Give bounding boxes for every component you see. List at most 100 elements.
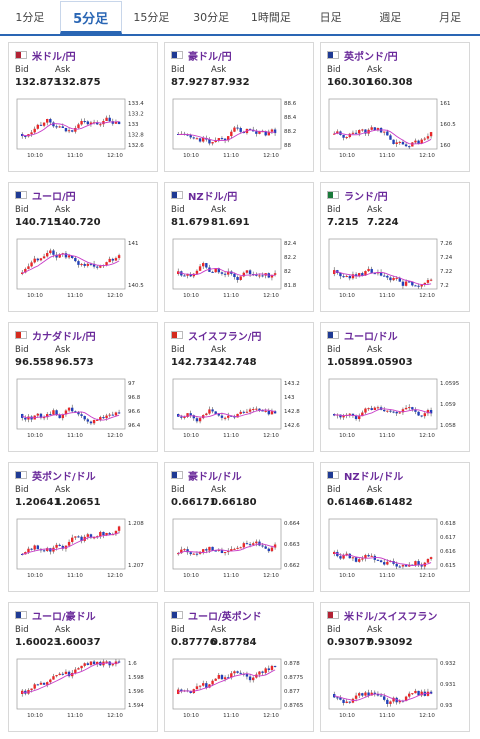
pair-link[interactable]: 豪ドル/円 <box>188 51 232 63</box>
moving-average-line <box>178 129 276 142</box>
candle <box>383 696 386 700</box>
bid-value: 96.558 <box>15 357 54 368</box>
rate-card[interactable]: 豪ドル/ドル Bid Ask 0.66171 0.66180 0.664 0.66… <box>164 462 314 592</box>
candle <box>74 257 77 262</box>
rate-card[interactable]: NZドル/ドル Bid Ask 0.61468 0.61482 0.618 0.6… <box>320 462 470 592</box>
candle <box>423 282 427 285</box>
tab-6[interactable]: 週足 <box>379 11 402 24</box>
mini-chart[interactable]: 133.4 133.2 133 132.8 132.6 10:10 11:10 12:10 <box>15 95 155 161</box>
x-tick-label: 10:10 <box>339 153 355 159</box>
pair-link[interactable]: ランド/円 <box>344 191 388 203</box>
tab-5[interactable]: 日足 <box>319 11 342 24</box>
rate-card[interactable]: ユーロ/豪ドル Bid Ask 1.60023 1.60037 1.6 1.598… <box>8 602 158 732</box>
mini-chart[interactable]: 97 96.8 96.6 96.4 10:10 11:10 12:10 <box>15 375 155 441</box>
candle <box>354 274 358 277</box>
rate-card[interactable]: ユーロ/円 Bid Ask 140.715 140.720 141 140.5 10… <box>8 182 158 312</box>
candle <box>183 416 186 418</box>
mini-chart[interactable]: 1.208 1.207 10:10 11:10 12:10 <box>15 515 155 581</box>
candle <box>373 407 377 411</box>
candle <box>258 671 261 675</box>
tab-7[interactable]: 月足 <box>439 11 462 24</box>
candle <box>348 413 352 415</box>
mini-chart[interactable]: 88.6 88.4 88.2 88 10:10 11:10 12:10 <box>171 95 311 161</box>
y-tick-label: 88.4 <box>284 115 297 121</box>
rate-card[interactable]: ランド/円 Bid Ask 7.215 7.224 7.26 7.24 7.22 7.… <box>320 182 470 312</box>
candle <box>108 117 111 122</box>
rate-card[interactable]: 英ポンド/円 Bid Ask 160.301 160.308 161 160.5 1… <box>320 42 470 172</box>
mini-chart[interactable]: 141 140.5 10:10 11:10 12:10 <box>15 235 155 301</box>
rate-card[interactable]: 英ポンド/ドル Bid Ask 1.20641 1.20651 1.208 1.2… <box>8 462 158 592</box>
mini-chart[interactable]: 1.6 1.598 1.596 1.594 10:10 11:10 12:10 <box>15 655 155 721</box>
mini-chart[interactable]: 0.932 0.931 0.93 10:10 11:10 12:10 <box>327 655 467 721</box>
candle <box>220 415 224 418</box>
rate-card[interactable]: NZドル/円 Bid Ask 81.679 81.691 82.4 82.2 82 8… <box>164 182 314 312</box>
tab-0[interactable]: 1分足 <box>15 11 45 24</box>
candle <box>364 271 367 276</box>
candle <box>52 122 55 127</box>
candle <box>96 266 99 268</box>
candle <box>376 407 380 409</box>
rate-card[interactable]: ユーロ/英ポンド Bid Ask 0.87776 0.87784 0.878 0.… <box>164 602 314 732</box>
candle <box>261 131 264 133</box>
candle <box>401 281 405 286</box>
ask-value: 1.20651 <box>55 497 101 508</box>
tab-4[interactable]: 1時間足 <box>250 11 291 24</box>
candle <box>233 273 236 278</box>
pair-link[interactable]: ユーロ/英ポンド <box>188 611 262 623</box>
candle <box>58 126 61 128</box>
y-tick-label: 7.22 <box>440 269 452 275</box>
rate-card[interactable]: スイスフラン/円 Bid Ask 142.732 142.748 143.2 14… <box>164 322 314 452</box>
candle <box>358 559 361 562</box>
pair-link[interactable]: ユーロ/円 <box>32 191 76 203</box>
pair-link[interactable]: 米ドル/円 <box>32 51 76 63</box>
tab-2[interactable]: 15分足 <box>133 11 170 24</box>
ask-value: 0.61482 <box>367 497 413 508</box>
mini-chart[interactable]: 1.0595 1.059 1.058 10:10 11:10 12:10 <box>327 375 467 441</box>
y-tick-label: 7.2 <box>440 283 449 289</box>
y-tick-label: 1.6 <box>128 661 137 667</box>
mini-chart[interactable]: 82.4 82.2 82 81.8 10:10 11:10 12:10 <box>171 235 311 301</box>
candle <box>117 661 121 663</box>
chart-frame <box>16 658 126 710</box>
candle <box>233 127 236 132</box>
candle <box>77 261 80 265</box>
rate-card[interactable]: カナダドル/円 Bid Ask 96.558 96.573 97 96.8 96.6… <box>8 322 158 452</box>
candle <box>267 668 271 670</box>
pair-link[interactable]: 英ポンド/円 <box>344 51 398 63</box>
candle <box>71 130 74 132</box>
candle <box>202 683 205 686</box>
candle <box>105 532 108 536</box>
tab-1[interactable]: 5分足 <box>59 1 122 34</box>
mini-chart[interactable]: 7.26 7.24 7.22 7.2 10:10 11:10 12:10 <box>327 235 467 301</box>
pair-link[interactable]: 英ポンド/ドル <box>32 471 96 483</box>
rate-card[interactable]: 米ドル/スイスフラン Bid Ask 0.93077 0.93092 0.932… <box>320 602 470 732</box>
candle <box>183 275 186 277</box>
pair-link[interactable]: ユーロ/豪ドル <box>32 611 96 623</box>
candle <box>404 407 408 410</box>
tab-3[interactable]: 30分足 <box>193 11 230 24</box>
rate-card[interactable]: ユーロ/ドル Bid Ask 1.05899 1.05903 1.0595 1.0… <box>320 322 470 452</box>
x-tick-label: 10:10 <box>339 433 355 439</box>
mini-chart[interactable]: 161 160.5 160 10:10 11:10 12:10 <box>327 95 467 161</box>
pair-link[interactable]: NZドル/ドル <box>344 471 404 483</box>
candle <box>404 144 408 147</box>
y-tick-label: 0.663 <box>284 542 300 548</box>
mini-chart[interactable]: 0.618 0.617 0.616 0.615 10:10 11:10 12:10 <box>327 515 467 581</box>
ask-value: 96.573 <box>55 357 94 368</box>
pair-link[interactable]: カナダドル/円 <box>32 331 96 343</box>
candle <box>414 409 417 412</box>
mini-chart[interactable]: 0.878 0.8775 0.877 0.8765 10:10 11:10 12:10 <box>171 655 311 721</box>
pair-link[interactable]: スイスフラン/円 <box>188 331 262 343</box>
pair-link[interactable]: 豪ドル/ドル <box>188 471 242 483</box>
pair-link[interactable]: ユーロ/ドル <box>344 331 398 343</box>
mini-chart[interactable]: 0.664 0.663 0.662 10:10 11:10 12:10 <box>171 515 311 581</box>
rate-card[interactable]: 豪ドル/円 Bid Ask 87.927 87.932 88.6 88.4 88.2… <box>164 42 314 172</box>
candle <box>64 410 68 415</box>
bid-label: Bid <box>327 345 341 355</box>
pair-link[interactable]: NZドル/円 <box>188 191 238 203</box>
candle <box>189 552 192 555</box>
mini-chart[interactable]: 143.2 143 142.8 142.6 10:10 11:10 12:10 <box>171 375 311 441</box>
candle <box>217 138 221 141</box>
pair-link[interactable]: 米ドル/スイスフラン <box>344 611 438 623</box>
rate-card[interactable]: 米ドル/円 Bid Ask 132.873 132.875 133.4 133.2… <box>8 42 158 172</box>
